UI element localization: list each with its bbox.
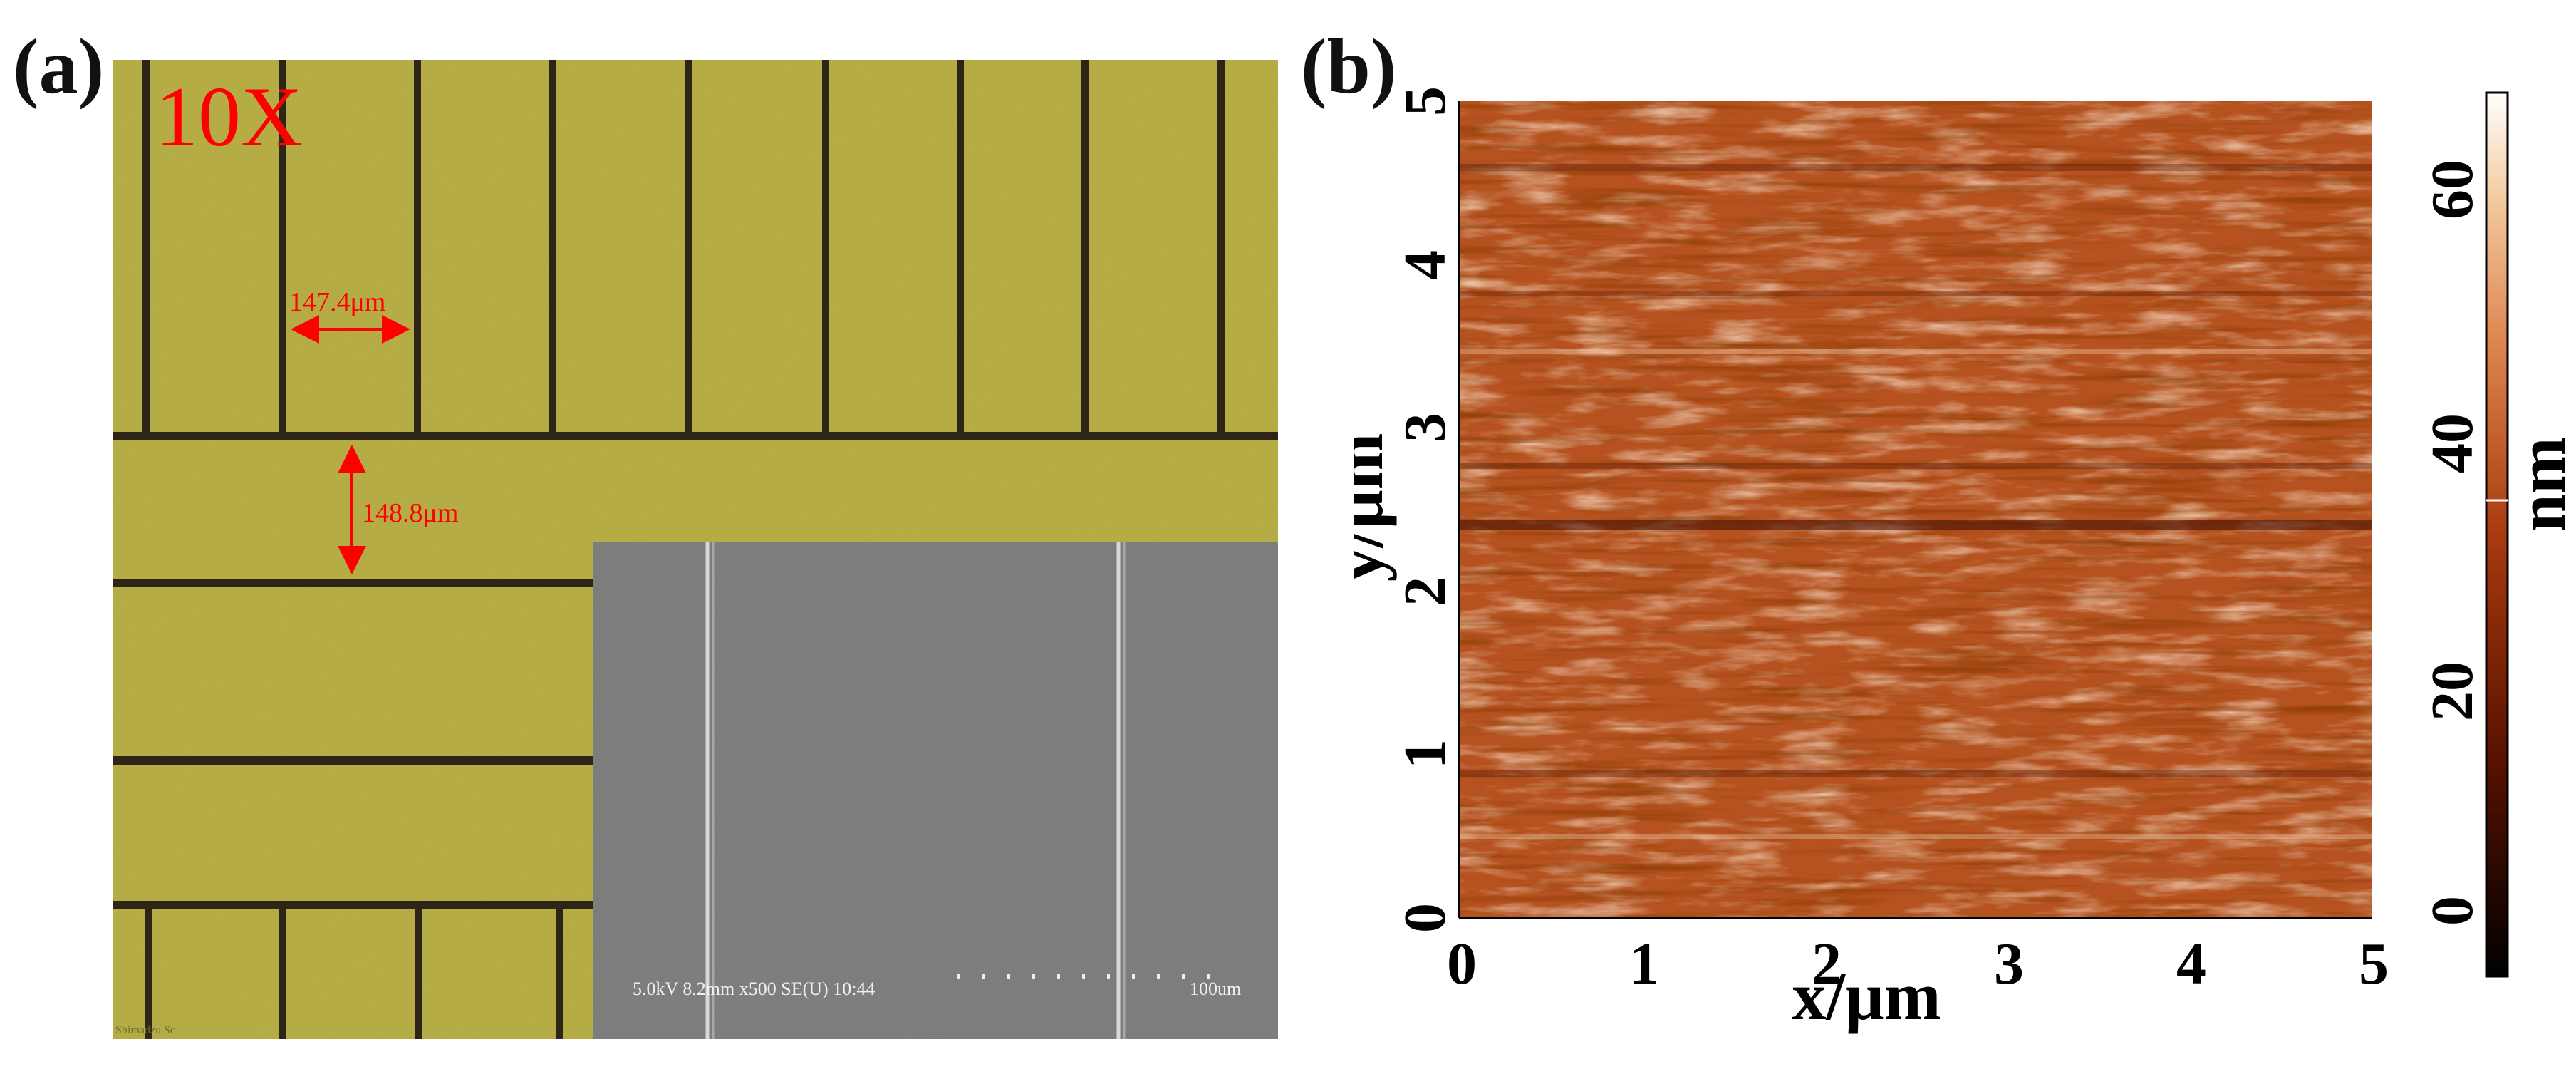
electrode-grid-lines (113, 60, 1278, 1039)
measurement-horizontal-text: 147.4μm (289, 287, 385, 317)
microscope-stamp: Shimadzu Sc (115, 1024, 175, 1036)
y-tick-4: 4 (1392, 250, 1458, 280)
colorbar-tick-20: 20 (2419, 661, 2486, 721)
x-axis-label: x/μm (1792, 958, 1941, 1034)
y-tick-0: 0 (1392, 903, 1458, 933)
y-tick-1: 1 (1392, 739, 1458, 769)
colorbar-tick-labels: 0 20 40 60 (2419, 160, 2486, 926)
y-tick-labels: 0 1 2 3 4 5 (1392, 86, 1458, 933)
colorbar-tick-40: 40 (2419, 413, 2486, 473)
colorbar-unit-label: nm (2503, 437, 2576, 532)
panel-b-label: (b) (1301, 23, 1397, 110)
y-tick-3: 3 (1392, 413, 1458, 443)
vertical-measurement: 148.8μm (338, 445, 458, 574)
x-tick-1: 1 (1629, 931, 1659, 997)
sem-scale-text: 100um (1190, 979, 1241, 999)
y-tick-2: 2 (1392, 577, 1458, 606)
y-axis-label: y/μm (1354, 433, 1397, 582)
measurement-vertical-text: 148.8μm (362, 498, 458, 528)
y-tick-5: 5 (1392, 86, 1458, 116)
x-tick-5: 5 (2359, 931, 2389, 997)
sem-info-text: 5.0kV 8.2mm x500 SE(U) 10:44 (633, 979, 875, 999)
magnification-label: 10X (155, 69, 303, 164)
horizontal-measurement: 147.4μm (289, 287, 410, 344)
colorbar-tick-0: 0 (2419, 896, 2486, 926)
sem-scale-bar (957, 974, 1210, 979)
x-tick-4: 4 (2176, 931, 2206, 997)
x-tick-2: 2 (1812, 931, 1842, 997)
colorbar (2485, 91, 2509, 978)
x-tick-labels: 0 1 2 3 4 5 (1447, 931, 2389, 997)
afm-axes (1458, 101, 2372, 919)
panel-a-label: (a) (13, 23, 105, 110)
afm-figure: 0 1 2 3 4 5 x/μm 0 1 2 3 4 5 y/μm 0 20 4… (1354, 86, 2576, 1034)
optical-micrograph: 10X 147.4μm 148.8μm 5.0kV 8.2mm x500 SE(… (113, 60, 1278, 1039)
x-tick-0: 0 (1447, 931, 1477, 997)
afm-height-map (1459, 101, 2372, 918)
sem-inset: 5.0kV 8.2mm x500 SE(U) 10:44 100um (593, 542, 1278, 1039)
colorbar-tick-60: 60 (2419, 160, 2486, 220)
x-tick-3: 3 (1994, 931, 2024, 997)
